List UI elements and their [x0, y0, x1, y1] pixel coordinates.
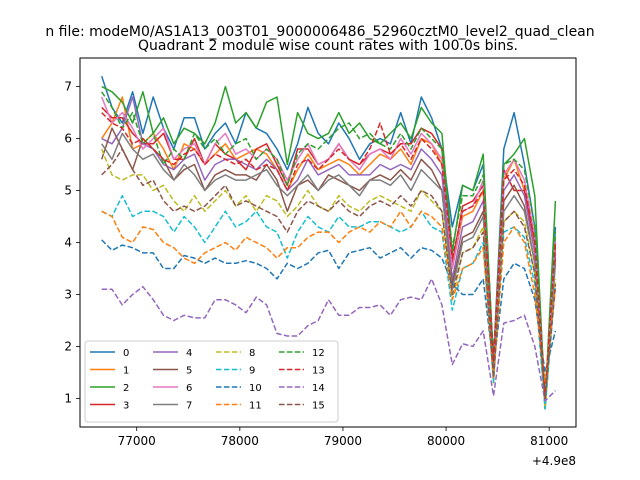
series-line-13: [101, 112, 557, 400]
series-line-5: [100, 127, 557, 405]
legend-label-1: 1: [123, 366, 129, 377]
figure-suptitle: n file: modeM0/AS1A13_003T01_9000006486_…: [45, 24, 594, 40]
y-tick-label: 5: [64, 184, 72, 198]
legend-label-6: 6: [186, 383, 192, 394]
series-line-4: [101, 96, 557, 410]
x-axis-offset-label: +4.9e8: [532, 454, 576, 468]
y-tick-label: 2: [64, 339, 72, 353]
series-line-15: [101, 148, 557, 400]
legend-label-3: 3: [123, 401, 129, 412]
series-line-12: [101, 91, 557, 400]
y-axis: 1 2 3 4 5 6 7: [64, 80, 80, 405]
x-axis: 77000 78000 79000 80000 81000: [118, 427, 568, 448]
legend-label-14: 14: [312, 383, 325, 394]
x-tick-label: 77000: [118, 434, 156, 448]
chart-title: Quadrant 2 module wise count rates with …: [138, 38, 518, 54]
y-tick-label: 1: [64, 391, 72, 405]
series-line-7: [101, 132, 557, 410]
legend-frame: [84, 340, 339, 423]
legend-label-5: 5: [186, 366, 192, 377]
plot-frame: [79, 57, 577, 428]
legend-label-13: 13: [312, 366, 325, 377]
legend-label-12: 12: [312, 348, 325, 359]
legend-label-10: 10: [249, 383, 262, 394]
series-line-2: [101, 85, 557, 405]
legend-label-9: 9: [249, 366, 255, 377]
x-tick-label: 78000: [221, 434, 259, 448]
series-line-11: [101, 210, 557, 384]
legend-label-8: 8: [249, 348, 255, 359]
x-tick-label: 81000: [530, 434, 568, 448]
x-tick-label: 79000: [324, 434, 362, 448]
y-tick-label: 4: [64, 236, 72, 250]
series-line-8: [101, 148, 557, 410]
series-line-10: [101, 239, 557, 374]
legend-label-7: 7: [186, 401, 192, 412]
x-tick-label: 80000: [427, 434, 465, 448]
legend-label-4: 4: [186, 348, 192, 359]
plot-area: [100, 75, 557, 410]
series-line-14: [101, 278, 556, 402]
y-tick-label: 3: [64, 287, 72, 301]
legend-label-11: 11: [249, 401, 262, 412]
legend-label-15: 15: [312, 401, 325, 412]
y-tick-label: 6: [64, 132, 72, 146]
legend-label-0: 0: [123, 348, 129, 359]
y-tick-label: 7: [64, 80, 72, 94]
series-line-1: [101, 96, 557, 400]
legend-label-2: 2: [123, 383, 129, 394]
